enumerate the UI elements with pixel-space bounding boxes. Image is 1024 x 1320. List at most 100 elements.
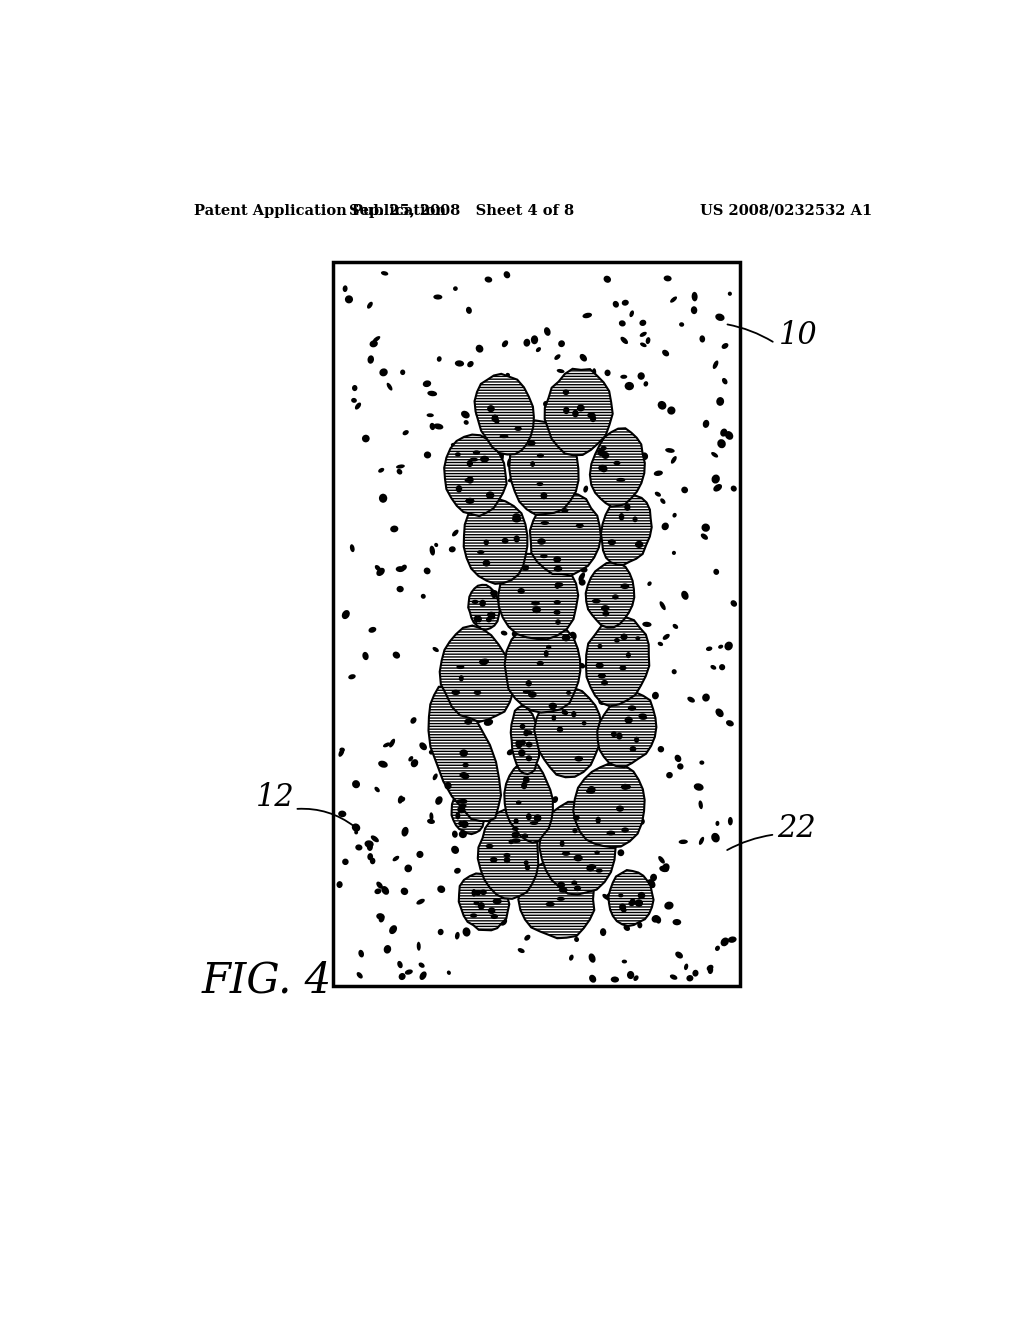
Polygon shape <box>590 428 645 507</box>
Ellipse shape <box>561 508 568 512</box>
Ellipse shape <box>523 861 528 866</box>
Ellipse shape <box>711 665 716 669</box>
Ellipse shape <box>558 341 565 347</box>
Ellipse shape <box>728 817 733 825</box>
Ellipse shape <box>460 804 467 808</box>
Ellipse shape <box>600 928 606 936</box>
Ellipse shape <box>617 849 625 857</box>
Ellipse shape <box>610 977 620 982</box>
Ellipse shape <box>500 556 506 561</box>
Ellipse shape <box>457 743 464 752</box>
Ellipse shape <box>569 954 573 961</box>
Ellipse shape <box>624 925 630 931</box>
Ellipse shape <box>352 385 357 391</box>
Ellipse shape <box>475 411 483 418</box>
Ellipse shape <box>630 310 634 317</box>
Ellipse shape <box>662 523 669 531</box>
Ellipse shape <box>482 560 490 566</box>
Ellipse shape <box>662 863 670 871</box>
Ellipse shape <box>614 638 620 643</box>
Ellipse shape <box>539 895 548 903</box>
Ellipse shape <box>466 306 472 314</box>
Ellipse shape <box>512 832 519 838</box>
Ellipse shape <box>420 972 427 979</box>
Ellipse shape <box>419 742 427 750</box>
Ellipse shape <box>630 685 638 693</box>
Ellipse shape <box>452 846 459 854</box>
Ellipse shape <box>504 857 510 863</box>
Ellipse shape <box>489 857 498 863</box>
Ellipse shape <box>526 730 532 735</box>
Ellipse shape <box>518 595 525 602</box>
Ellipse shape <box>620 903 626 911</box>
Ellipse shape <box>602 477 607 483</box>
Ellipse shape <box>621 572 627 577</box>
Ellipse shape <box>554 566 562 572</box>
Ellipse shape <box>509 840 514 845</box>
Ellipse shape <box>514 536 520 543</box>
Polygon shape <box>518 858 594 939</box>
Ellipse shape <box>626 652 631 659</box>
Ellipse shape <box>524 935 530 941</box>
Ellipse shape <box>339 748 344 756</box>
Ellipse shape <box>355 403 361 409</box>
Ellipse shape <box>499 548 506 556</box>
Ellipse shape <box>459 830 467 838</box>
Ellipse shape <box>401 565 407 570</box>
Ellipse shape <box>592 368 596 378</box>
Ellipse shape <box>638 372 645 380</box>
Ellipse shape <box>367 302 373 309</box>
Ellipse shape <box>572 816 580 820</box>
Ellipse shape <box>584 486 588 492</box>
Ellipse shape <box>610 655 621 661</box>
Ellipse shape <box>621 634 628 640</box>
Ellipse shape <box>446 690 452 696</box>
Ellipse shape <box>365 841 374 847</box>
Ellipse shape <box>655 916 662 924</box>
Ellipse shape <box>597 644 602 648</box>
Ellipse shape <box>369 627 376 632</box>
Ellipse shape <box>673 513 677 517</box>
Ellipse shape <box>712 833 720 842</box>
Ellipse shape <box>540 554 548 558</box>
Ellipse shape <box>590 414 596 422</box>
Ellipse shape <box>618 541 625 546</box>
Ellipse shape <box>722 343 728 348</box>
Ellipse shape <box>375 565 381 572</box>
Ellipse shape <box>526 742 532 747</box>
Ellipse shape <box>563 710 568 715</box>
Ellipse shape <box>530 335 539 345</box>
Ellipse shape <box>460 750 468 756</box>
Ellipse shape <box>565 389 574 397</box>
Ellipse shape <box>521 678 527 686</box>
Ellipse shape <box>611 731 616 737</box>
Ellipse shape <box>560 495 568 503</box>
Ellipse shape <box>348 675 355 680</box>
Ellipse shape <box>523 730 529 737</box>
Ellipse shape <box>546 635 551 640</box>
Ellipse shape <box>459 675 464 681</box>
Ellipse shape <box>671 455 677 463</box>
Ellipse shape <box>555 609 562 615</box>
Ellipse shape <box>575 523 584 528</box>
Ellipse shape <box>424 451 431 458</box>
Ellipse shape <box>621 879 628 884</box>
Ellipse shape <box>554 601 561 605</box>
Ellipse shape <box>559 887 567 892</box>
Ellipse shape <box>503 663 510 668</box>
Ellipse shape <box>635 541 643 548</box>
Ellipse shape <box>618 894 624 898</box>
Ellipse shape <box>560 840 564 847</box>
Ellipse shape <box>541 521 549 525</box>
Ellipse shape <box>621 784 630 789</box>
Polygon shape <box>540 801 615 895</box>
Ellipse shape <box>343 285 347 292</box>
Ellipse shape <box>602 611 609 616</box>
Ellipse shape <box>616 805 624 812</box>
Ellipse shape <box>396 586 403 593</box>
Ellipse shape <box>379 915 385 923</box>
Ellipse shape <box>581 568 588 573</box>
Ellipse shape <box>719 664 725 671</box>
Ellipse shape <box>455 487 461 494</box>
Ellipse shape <box>490 913 498 919</box>
